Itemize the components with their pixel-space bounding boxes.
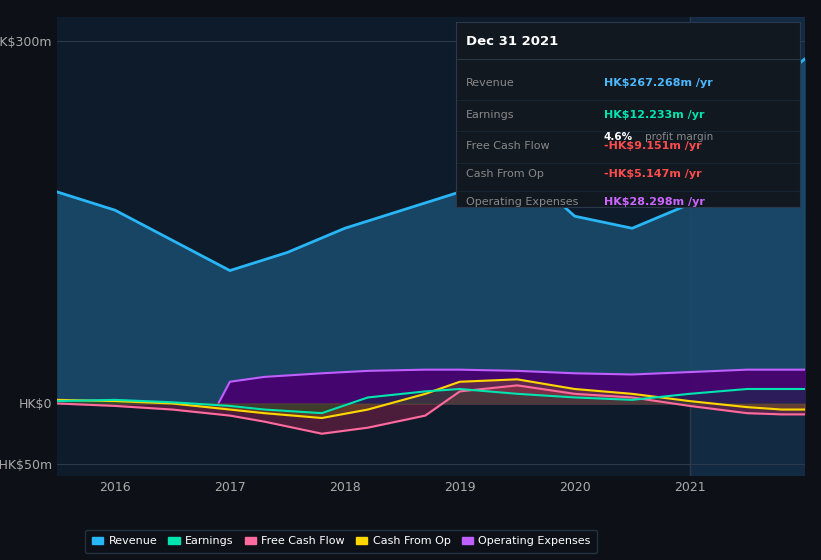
Text: HK$267.268m /yr: HK$267.268m /yr	[604, 78, 713, 88]
Text: Revenue: Revenue	[466, 78, 515, 88]
Text: Dec 31 2021: Dec 31 2021	[466, 35, 558, 48]
Text: -HK$9.151m /yr: -HK$9.151m /yr	[604, 141, 702, 151]
Text: Earnings: Earnings	[466, 110, 515, 120]
Text: Operating Expenses: Operating Expenses	[466, 197, 578, 207]
Legend: Revenue, Earnings, Free Cash Flow, Cash From Op, Operating Expenses: Revenue, Earnings, Free Cash Flow, Cash …	[85, 530, 598, 553]
Bar	[690, 17, 805, 476]
Text: profit margin: profit margin	[645, 132, 713, 142]
Text: HK$28.298m /yr: HK$28.298m /yr	[604, 197, 704, 207]
Text: Free Cash Flow: Free Cash Flow	[466, 141, 549, 151]
Text: Cash From Op: Cash From Op	[466, 169, 544, 179]
Text: -HK$5.147m /yr: -HK$5.147m /yr	[604, 169, 702, 179]
Text: 4.6%: 4.6%	[604, 132, 633, 142]
Text: HK$12.233m /yr: HK$12.233m /yr	[604, 110, 704, 120]
